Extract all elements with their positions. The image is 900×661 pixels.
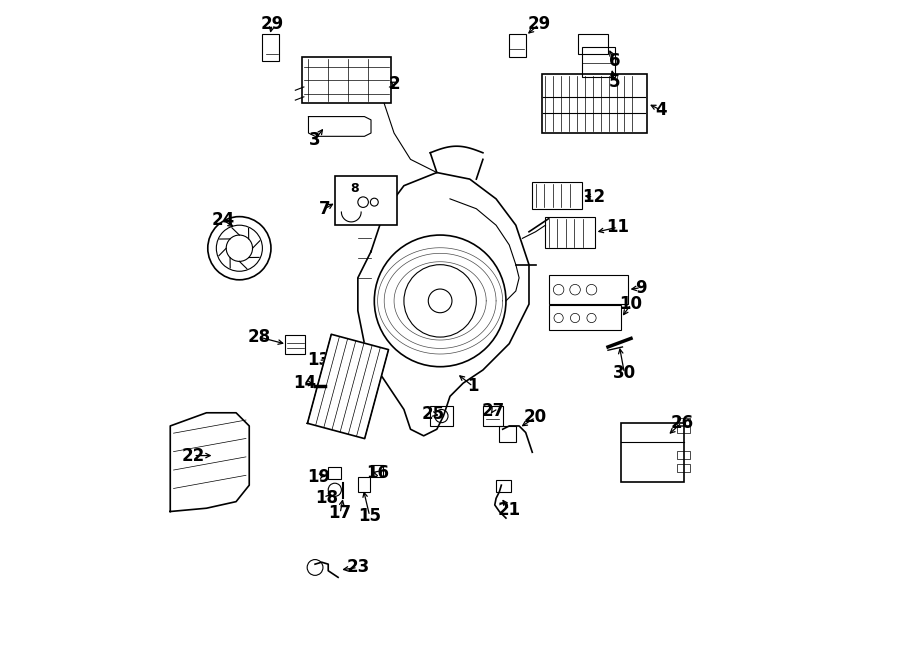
Text: 11: 11 — [607, 218, 629, 236]
Text: 25: 25 — [422, 405, 446, 423]
Bar — [500, 426, 516, 442]
Bar — [328, 467, 341, 479]
Bar — [532, 182, 581, 209]
Text: 13: 13 — [307, 351, 330, 369]
Bar — [579, 34, 608, 54]
Text: 27: 27 — [482, 402, 504, 420]
Text: 7: 7 — [320, 200, 331, 217]
Bar — [371, 465, 382, 477]
Text: 10: 10 — [619, 295, 643, 313]
Circle shape — [428, 289, 452, 313]
Bar — [358, 477, 370, 492]
Text: 30: 30 — [613, 364, 636, 382]
Text: 24: 24 — [212, 211, 235, 229]
Text: 1: 1 — [467, 377, 479, 395]
Text: 16: 16 — [366, 464, 389, 483]
Bar — [677, 464, 690, 472]
Bar — [509, 34, 526, 58]
Bar — [677, 451, 690, 459]
Bar — [430, 407, 454, 426]
Text: 19: 19 — [307, 467, 330, 486]
Text: 6: 6 — [608, 52, 620, 69]
Text: 20: 20 — [524, 408, 547, 426]
Text: 14: 14 — [293, 374, 317, 392]
Text: 23: 23 — [346, 559, 370, 576]
Bar — [542, 74, 647, 133]
Bar — [263, 34, 279, 61]
Text: 9: 9 — [635, 279, 647, 297]
Polygon shape — [308, 334, 389, 439]
Text: 5: 5 — [608, 73, 620, 91]
Bar — [621, 422, 684, 482]
Text: 29: 29 — [261, 15, 284, 34]
Text: 3: 3 — [310, 131, 321, 149]
Bar — [483, 407, 503, 426]
Bar — [677, 418, 690, 426]
Bar — [335, 176, 397, 225]
Text: 15: 15 — [358, 507, 382, 525]
Polygon shape — [309, 116, 371, 136]
Text: 29: 29 — [527, 15, 551, 34]
Text: 28: 28 — [248, 328, 271, 346]
Bar — [545, 217, 595, 249]
Bar — [302, 58, 391, 103]
Bar — [581, 48, 615, 77]
Text: 8: 8 — [350, 182, 359, 196]
Text: 21: 21 — [498, 500, 521, 518]
Bar — [677, 424, 690, 432]
Text: 12: 12 — [582, 188, 605, 206]
Bar — [549, 274, 627, 304]
Text: 18: 18 — [315, 489, 338, 508]
Text: 22: 22 — [182, 447, 205, 465]
Text: 17: 17 — [328, 504, 352, 522]
Text: 2: 2 — [388, 75, 400, 93]
Bar — [496, 480, 510, 492]
Bar — [549, 305, 621, 330]
Polygon shape — [358, 173, 529, 436]
Polygon shape — [170, 412, 249, 512]
Text: 26: 26 — [670, 414, 693, 432]
Bar — [285, 335, 305, 354]
Text: 4: 4 — [655, 101, 666, 119]
